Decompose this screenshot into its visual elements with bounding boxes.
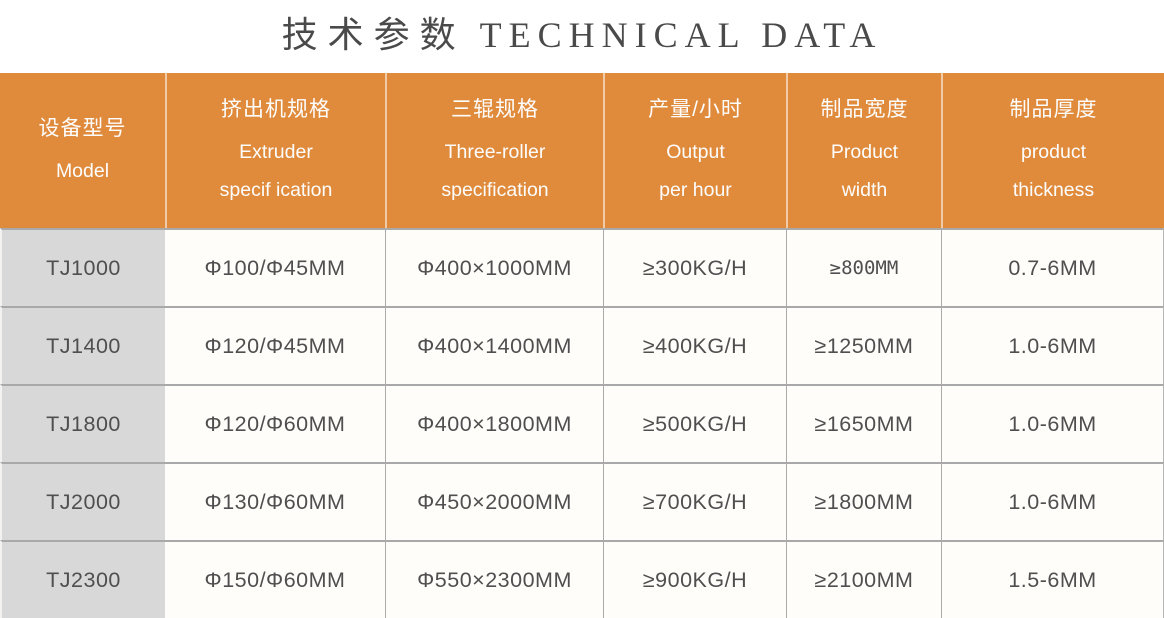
cell-model: TJ1800 (0, 384, 165, 462)
cell-three-roller-specification: Φ550×2300MM (385, 540, 603, 618)
cell-product-width: ≥1650MM (786, 384, 941, 462)
column-header-model: 设备型号 Model (0, 73, 165, 228)
cell-extruder-specification: Φ130/Φ60MM (165, 462, 385, 540)
cell-three-roller-specification: Φ450×2000MM (385, 462, 603, 540)
column-header-zh: 三辊规格 (451, 97, 539, 121)
column-header-extruder-specification: 挤出机规格 Extruder specif ication (165, 73, 385, 228)
page-title: 技术参数 TECHNICAL DATA (0, 0, 1164, 73)
cell-output-per-hour: ≥300KG/H (603, 228, 786, 306)
column-header-en: Model (55, 159, 110, 182)
cell-product-width: ≥1800MM (786, 462, 941, 540)
column-header-en: Three-roller specification (441, 140, 549, 201)
cell-output-per-hour: ≥700KG/H (603, 462, 786, 540)
cell-extruder-specification: Φ100/Φ45MM (165, 228, 385, 306)
cell-product-width: ≥2100MM (786, 540, 941, 618)
column-header-product-thickness: 制品厚度 product thickness (941, 73, 1164, 228)
cell-output-per-hour: ≥500KG/H (603, 384, 786, 462)
cell-output-per-hour: ≥400KG/H (603, 306, 786, 384)
cell-model: TJ2000 (0, 462, 165, 540)
cell-product-thickness: 1.0-6MM (941, 384, 1164, 462)
cell-output-per-hour: ≥900KG/H (603, 540, 786, 618)
column-header-zh: 制品宽度 (820, 97, 909, 121)
cell-model: TJ2300 (0, 540, 165, 618)
page-title-chinese: 技术参数 (281, 14, 466, 55)
cell-product-thickness: 0.7-6MM (941, 228, 1164, 306)
cell-product-width: ≥800MM (786, 228, 941, 306)
column-header-en: Extruder specif ication (219, 140, 333, 201)
column-header-zh: 制品厚度 (1009, 97, 1098, 121)
column-header-en: product thickness (1012, 140, 1095, 201)
cell-extruder-specification: Φ120/Φ45MM (165, 306, 385, 384)
column-header-product-width: 制品宽度 Product width (786, 73, 941, 228)
cell-product-thickness: 1.0-6MM (941, 306, 1164, 384)
cell-three-roller-specification: Φ400×1000MM (385, 228, 603, 306)
page-title-english: TECHNICAL DATA (479, 14, 883, 55)
cell-three-roller-specification: Φ400×1800MM (385, 384, 603, 462)
column-header-en: Product width (830, 140, 899, 201)
technical-data-table: 设备型号 Model 挤出机规格 Extruder specif ication… (0, 73, 1164, 618)
column-header-zh: 产量/小时 (648, 97, 743, 121)
cell-three-roller-specification: Φ400×1400MM (385, 306, 603, 384)
column-header-zh: 设备型号 (38, 116, 127, 140)
cell-extruder-specification: Φ120/Φ60MM (165, 384, 385, 462)
column-header-zh: 挤出机规格 (221, 97, 331, 121)
cell-model: TJ1000 (0, 228, 165, 306)
cell-product-width: ≥1250MM (786, 306, 941, 384)
column-header-en: Output per hour (659, 140, 732, 201)
cell-product-thickness: 1.0-6MM (941, 462, 1164, 540)
cell-model: TJ1400 (0, 306, 165, 384)
column-header-output-per-hour: 产量/小时 Output per hour (603, 73, 786, 228)
cell-product-thickness: 1.5-6MM (941, 540, 1164, 618)
cell-extruder-specification: Φ150/Φ60MM (165, 540, 385, 618)
column-header-three-roller-specification: 三辊规格 Three-roller specification (385, 73, 603, 228)
